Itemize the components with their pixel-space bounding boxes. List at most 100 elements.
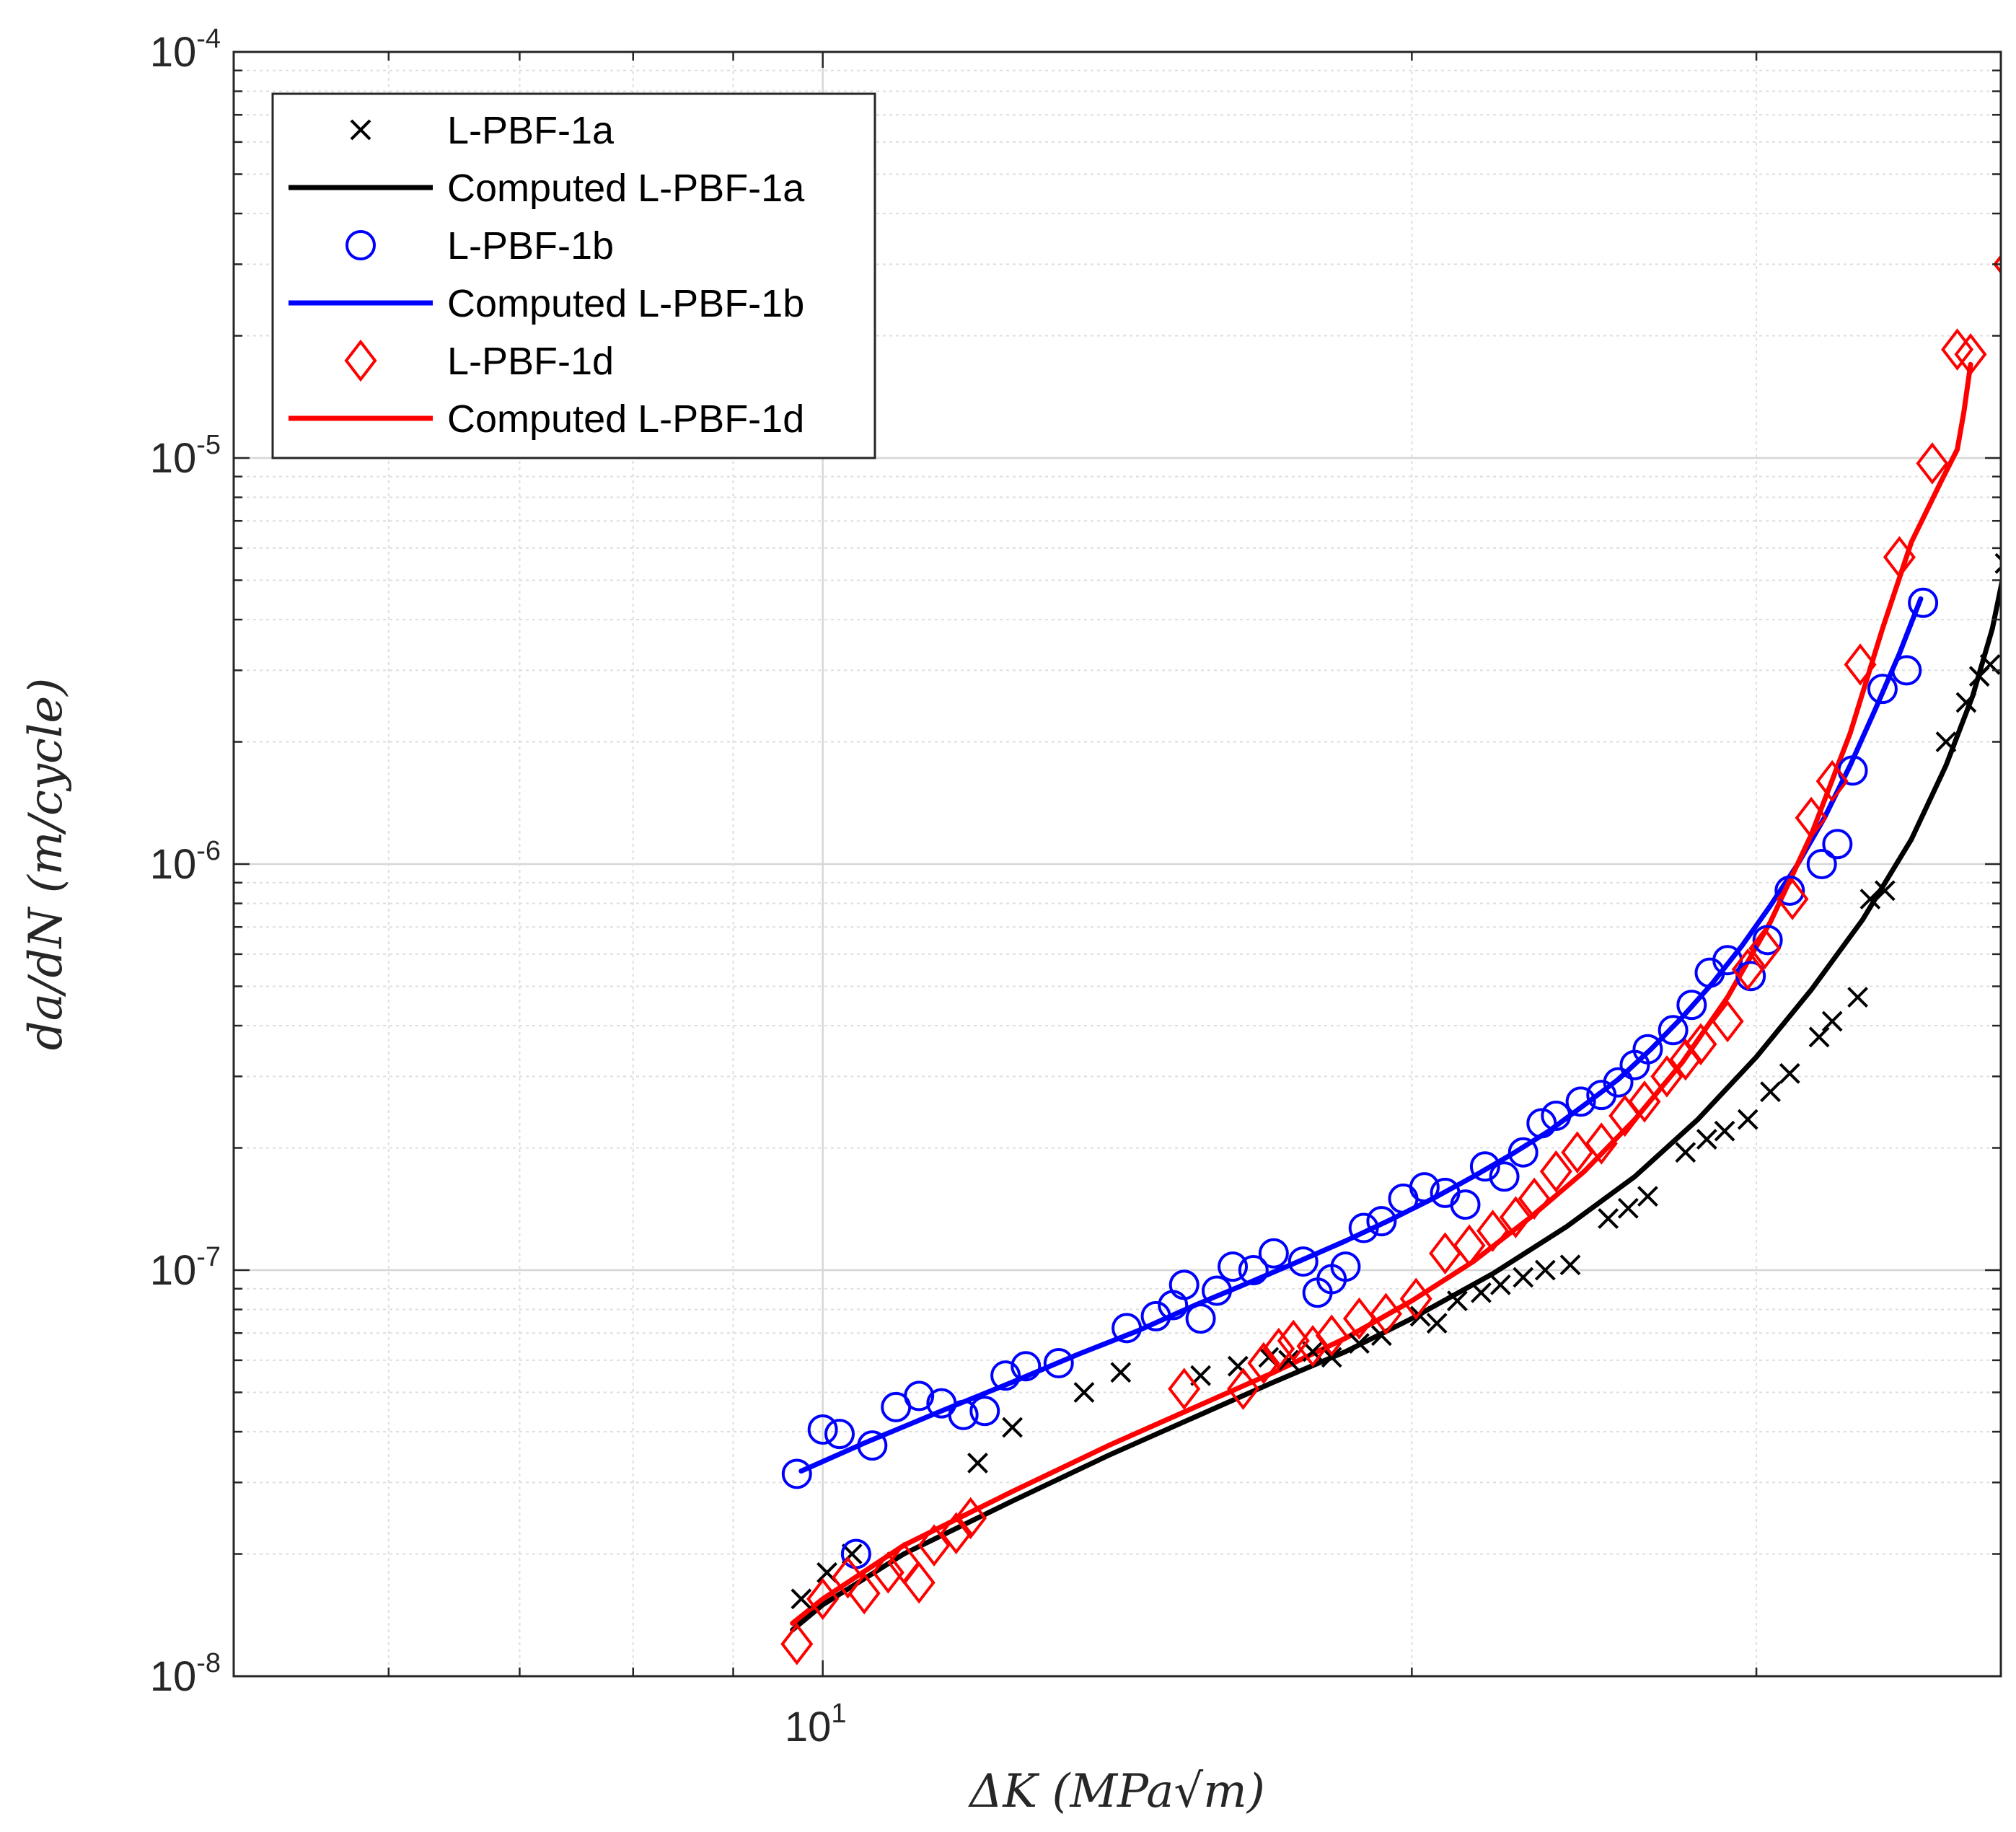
data-point — [1675, 1142, 1696, 1163]
data-point — [1821, 1010, 1843, 1032]
data-point — [1731, 948, 1764, 991]
marker-stroke — [1258, 1347, 1280, 1368]
data-point — [806, 1577, 840, 1621]
data-point — [1822, 829, 1853, 860]
data-point — [948, 1399, 979, 1430]
data-point — [1476, 1210, 1510, 1252]
data-point — [1844, 643, 1877, 686]
marker-stroke — [1994, 565, 2001, 574]
data-point — [1815, 759, 1849, 803]
data-layer — [780, 254, 2016, 1665]
data-point — [848, 1572, 881, 1615]
marker-stroke — [1559, 1254, 1581, 1276]
data-point — [1941, 328, 1974, 371]
data-point — [1534, 1259, 1556, 1281]
data-point — [824, 1419, 855, 1450]
data-point — [1847, 987, 1868, 1008]
data-point — [1684, 1023, 1717, 1066]
data-point — [1994, 552, 2001, 574]
data-point — [1453, 1224, 1486, 1267]
data-point — [1321, 1347, 1342, 1368]
y-tick-label: 10-5 — [150, 430, 221, 482]
data-point — [1185, 1303, 1216, 1334]
data-point — [1409, 1305, 1431, 1327]
marker-stroke — [1808, 1026, 1830, 1048]
y-axis-label: da/dN (m/cycle) — [19, 678, 73, 1050]
data-point — [1696, 1129, 1717, 1150]
data-point — [1469, 1151, 1500, 1182]
marker-stroke — [1821, 1010, 1843, 1032]
data-point — [1859, 889, 1881, 910]
data-point — [969, 1396, 1000, 1427]
marker-stroke — [791, 1588, 812, 1610]
data-point — [1955, 692, 1977, 713]
data-point — [1315, 1314, 1348, 1357]
data-point — [1585, 1122, 1618, 1165]
legend-marker-swatch — [344, 339, 377, 382]
data-point — [990, 1360, 1021, 1391]
marker-stroke — [1409, 1305, 1431, 1327]
data-point — [1348, 1212, 1379, 1243]
data-point — [1218, 1251, 1249, 1282]
marker-stroke — [1737, 1109, 1759, 1130]
data-point — [1676, 990, 1707, 1021]
data-point — [1489, 1274, 1511, 1295]
data-point — [1399, 1277, 1432, 1321]
data-point — [1776, 878, 1809, 920]
data-point — [1262, 1327, 1295, 1370]
data-point — [1808, 1026, 1830, 1048]
data-point — [1617, 1197, 1639, 1219]
x-tick-label: 101 — [785, 1699, 847, 1750]
data-point — [1349, 1333, 1370, 1355]
data-point — [1202, 1275, 1233, 1306]
legend-entry-label: Computed L-PBF-1a — [447, 167, 805, 210]
marker-stroke — [1617, 1197, 1639, 1219]
data-point — [1471, 1282, 1492, 1303]
data-point — [1737, 1109, 1759, 1130]
data-point — [1043, 1348, 1074, 1379]
data-point — [1296, 1325, 1329, 1368]
marker-stroke — [1760, 1081, 1781, 1103]
marker-stroke — [1513, 1267, 1534, 1288]
data-point — [857, 1430, 888, 1461]
data-point — [1935, 731, 1957, 752]
data-point — [1489, 1161, 1520, 1192]
series-l-pbf-1b — [781, 587, 1939, 1569]
legend-entry-label: Computed L-PBF-1b — [447, 282, 804, 325]
y-tick-label: 10-4 — [150, 24, 221, 76]
marker-stroke — [1598, 1208, 1619, 1229]
data-point — [1795, 796, 1828, 840]
data-point — [1650, 1055, 1683, 1098]
marker-stroke — [1489, 1274, 1511, 1295]
legend-marker-swatch — [345, 230, 376, 260]
marker-stroke — [816, 1562, 837, 1583]
data-point — [1110, 1362, 1132, 1383]
marker-stroke — [1110, 1362, 1132, 1383]
data-point — [780, 1623, 814, 1665]
data-point — [2007, 257, 2016, 295]
data-point — [1277, 1319, 1310, 1362]
marker-stroke — [1073, 1382, 1095, 1403]
marker-stroke — [1321, 1347, 1342, 1368]
data-point — [1247, 1342, 1280, 1385]
marker-stroke — [1534, 1259, 1556, 1281]
legend-marker-swatch — [350, 119, 371, 141]
data-point — [1806, 849, 1837, 879]
marker-stroke — [1874, 880, 1896, 902]
data-point — [1369, 1292, 1402, 1336]
data-point — [807, 1414, 838, 1445]
data-point — [1002, 1417, 1023, 1438]
data-point — [1632, 1034, 1663, 1065]
data-point — [1366, 1206, 1397, 1237]
tick-labels: 10-8 10-7 10-6 10-5 10-4 101 — [150, 24, 847, 1750]
marker-stroke — [1979, 653, 2001, 675]
data-point — [1409, 1172, 1440, 1203]
data-point — [1779, 1062, 1800, 1084]
data-point — [1760, 1081, 1781, 1103]
data-point — [1867, 674, 1898, 705]
data-point — [1342, 1297, 1375, 1340]
series-line-computed-l-pbf-1d — [790, 361, 1973, 1626]
data-point — [1507, 1137, 1539, 1168]
marker-stroke — [1278, 1349, 1299, 1371]
data-point — [917, 1524, 951, 1567]
